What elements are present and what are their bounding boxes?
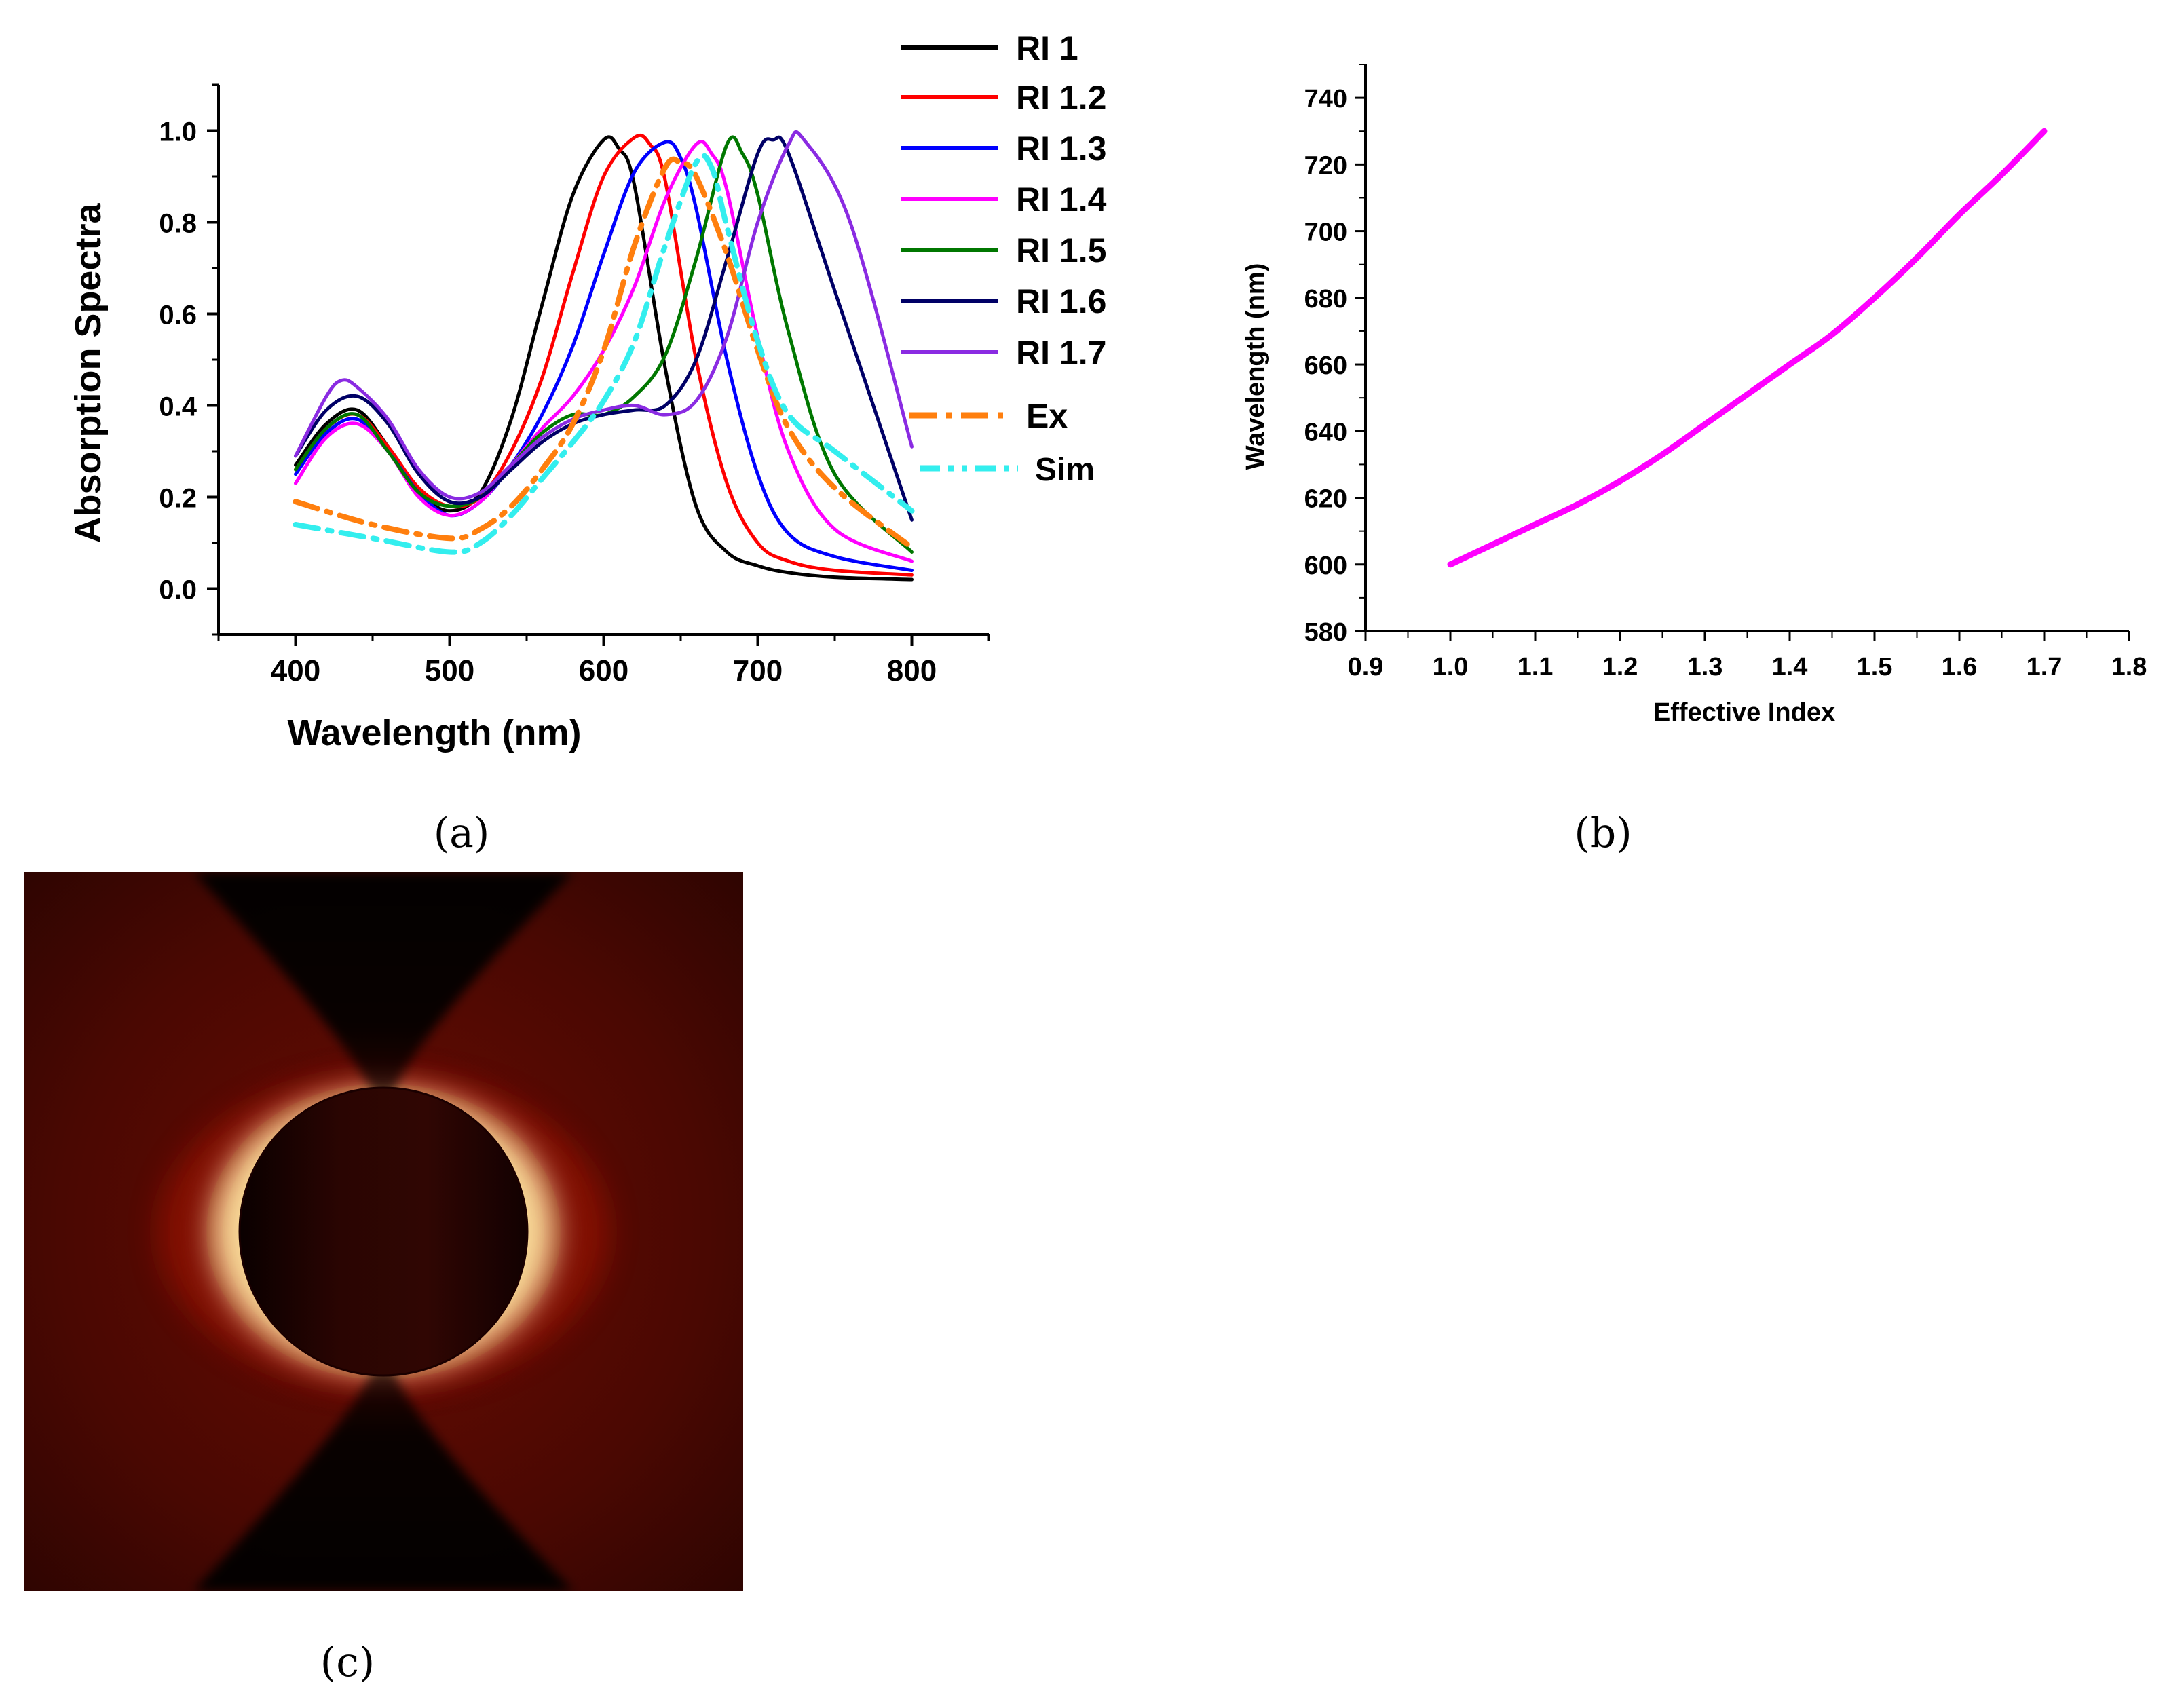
legend-label-ex: Ex [1026, 397, 1068, 435]
chart-a-y-tick-label: 1.0 [159, 117, 197, 147]
chart-b-x-tick-label: 1.7 [2027, 653, 2063, 681]
chart-a-y-tick-label: 0.6 [159, 301, 197, 330]
near-field-map: (c) [24, 872, 743, 1686]
panel-label-a: (a) [434, 810, 490, 857]
chart-a-y-tick-label: 0.8 [159, 209, 197, 239]
chart-a-x-tick-label: 600 [579, 654, 628, 687]
chart-b-y-tick-label: 660 [1304, 352, 1347, 380]
panel-label-b: (b) [1574, 810, 1632, 857]
chart-a-y-tick-label: 0.2 [159, 484, 197, 514]
series-line-sim [293, 153, 915, 555]
series-line-ex [293, 156, 915, 550]
chart-b-x-tick-label: 1.3 [1687, 653, 1723, 681]
series-line-ri-1-7 [294, 130, 914, 501]
chart-b-x-tick-label: 1.1 [1518, 653, 1554, 681]
chart-a-y-axis-label: Absorption Spectra [68, 203, 109, 544]
legend-label-ri-1-7: RI 1.7 [1016, 334, 1106, 372]
legend-label-ri-1-2: RI 1.2 [1016, 79, 1106, 117]
chart-b-y-tick-label: 700 [1304, 219, 1347, 247]
legend-label-ri-1-4: RI 1.4 [1016, 181, 1107, 219]
series-line-ri-1-2 [294, 133, 914, 577]
chart-a-y-tick-label: 0.4 [159, 392, 197, 422]
chart-a-y-tick-label: 0.0 [159, 575, 197, 605]
series-line-ri-1-5 [294, 135, 914, 554]
chart-b-y-tick-label: 620 [1304, 485, 1347, 514]
legend-label-ri-1-3: RI 1.3 [1016, 130, 1106, 168]
series-line-peak-wavelength [1447, 128, 2048, 568]
panel-label-c: (c) [320, 1639, 375, 1686]
chart-b-y-tick-label: 580 [1304, 618, 1347, 647]
chart-a-x-axis-label: Wavelength (nm) [287, 713, 581, 753]
nanoparticle-sphere [238, 1086, 529, 1377]
chart-b-y-tick-label: 680 [1304, 285, 1347, 314]
chart-a-legend: RI 1 RI 1.2 RI 1.3 RI 1.4 RI 1.5 RI 1.6 RI 1.7… [901, 29, 1107, 488]
chart-b-y-tick-label: 640 [1304, 418, 1347, 447]
chart-b-x-tick-label: 0.9 [1348, 653, 1384, 681]
field-dark-lobe-bottom [193, 1369, 573, 1591]
chart-b: 0.9 1.0 1.1 1.2 1.3 1.4 1.5 1.6 1.7 1.8 580 600 620 6… [1241, 64, 2147, 857]
series-line-ri-1-4 [294, 140, 914, 563]
series-line-ri-1-6 [294, 135, 914, 522]
chart-b-axes [1364, 64, 2129, 632]
chart-a-axes [217, 85, 989, 636]
chart-b-x-tick-label: 1.8 [2111, 653, 2147, 681]
legend-label-sim: Sim [1035, 452, 1095, 488]
legend-label-ri-1-5: RI 1.5 [1016, 231, 1106, 269]
field-dark-lobe-top [193, 872, 573, 1094]
chart-b-y-tick-label: 720 [1304, 151, 1347, 180]
chart-a-x-tick-label: 700 [733, 654, 783, 687]
chart-a-x-tick-label: 400 [271, 654, 320, 687]
legend-label-ri-1-6: RI 1.6 [1016, 282, 1106, 320]
chart-b-x-tick-label: 1.0 [1433, 653, 1469, 681]
chart-b-y-axis-label: Wavelength (nm) [1241, 263, 1270, 470]
chart-b-x-tick-label: 1.2 [1602, 653, 1638, 681]
chart-b-y-tick-label: 740 [1304, 85, 1347, 113]
chart-a-x-tick-label: 500 [425, 654, 474, 687]
chart-b-x-tick-label: 1.4 [1772, 653, 1808, 681]
chart-a: 400 500 600 700 800 0.0 0.2 0.4 0.6 0.8 1.0 Wavele… [68, 29, 1107, 857]
chart-a-x-tick-label: 800 [887, 654, 937, 687]
chart-b-x-tick-label: 1.6 [1942, 653, 1978, 681]
chart-b-y-tick-label: 600 [1304, 552, 1347, 580]
chart-b-x-tick-label: 1.5 [1857, 653, 1893, 681]
legend-label-ri-1: RI 1 [1016, 29, 1078, 67]
chart-b-x-axis-label: Effective Index [1653, 698, 1835, 727]
